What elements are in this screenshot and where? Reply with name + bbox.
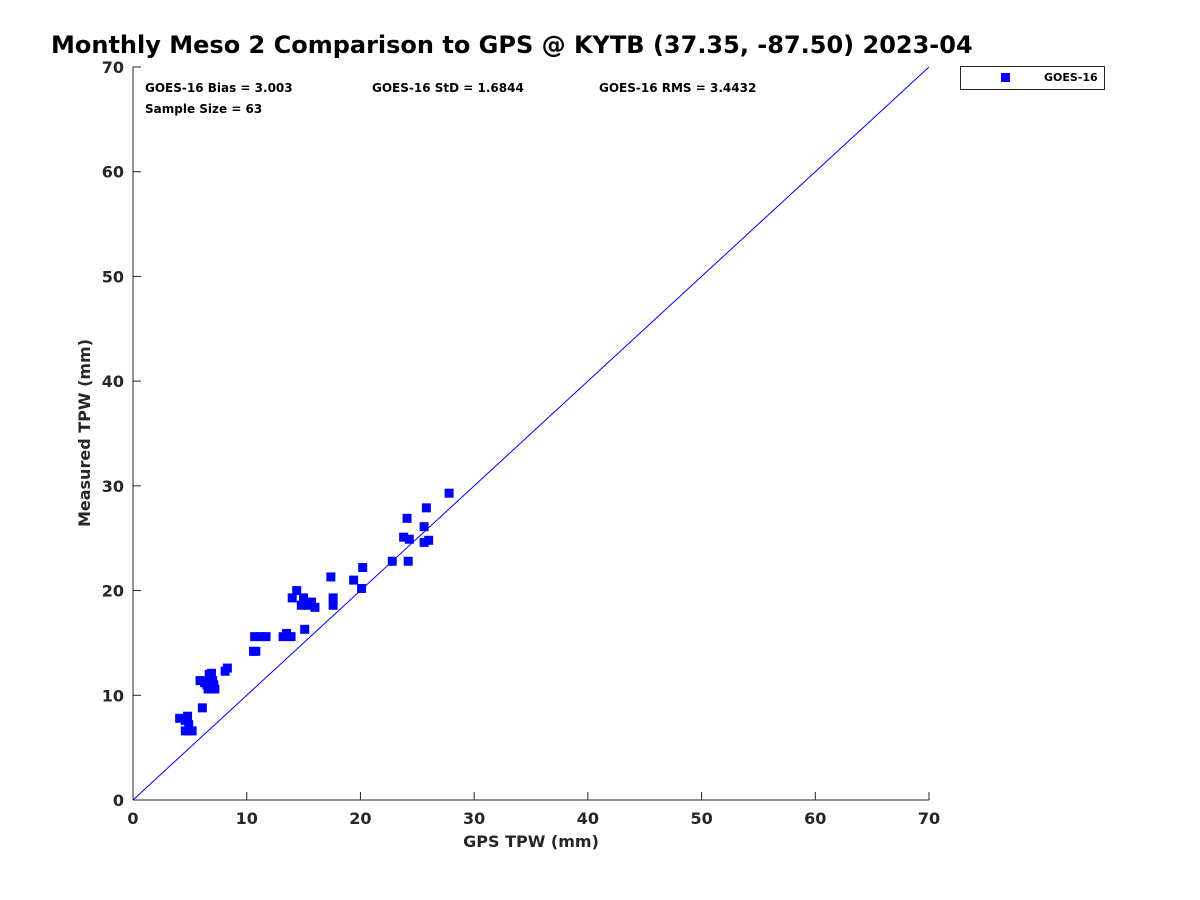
data-point <box>282 629 292 639</box>
sample-size-annotation: Sample Size = 63 <box>145 102 262 116</box>
data-point <box>404 534 414 544</box>
data-point <box>402 513 412 523</box>
data-point <box>299 593 309 603</box>
data-point <box>209 680 219 690</box>
x-tick-label: 10 <box>236 809 258 828</box>
data-point <box>424 535 434 545</box>
y-tick-label: 40 <box>102 372 124 391</box>
data-point <box>328 600 338 610</box>
data-point <box>444 488 454 498</box>
data-point <box>287 593 297 603</box>
one-to-one-line <box>132 66 930 801</box>
data-point <box>328 593 338 603</box>
x-tick-label: 50 <box>690 809 712 828</box>
y-tick-label: 10 <box>102 686 124 705</box>
chart-title: Monthly Meso 2 Comparison to GPS @ KYTB … <box>51 31 973 59</box>
x-tick-label: 0 <box>127 809 138 828</box>
data-point <box>399 532 409 542</box>
data-point <box>387 556 397 566</box>
y-tick-label: 20 <box>102 582 124 601</box>
x-axis-label: GPS TPW (mm) <box>463 832 599 851</box>
data-point <box>195 676 205 686</box>
y-tick-label: 70 <box>102 58 124 77</box>
data-point <box>296 600 306 610</box>
legend-marker <box>1001 73 1010 82</box>
data-point <box>307 597 317 607</box>
y-tick-label: 0 <box>113 791 124 810</box>
data-point <box>419 522 429 532</box>
y-tick-label: 30 <box>102 477 124 496</box>
rms-annotation: GOES-16 RMS = 3.4432 <box>599 81 756 95</box>
data-point <box>255 632 265 642</box>
data-point <box>292 586 302 596</box>
data-point <box>204 669 214 679</box>
x-tick-label: 70 <box>918 809 940 828</box>
data-point <box>419 537 429 547</box>
data-point <box>421 503 431 513</box>
data-point <box>286 632 296 642</box>
data-point <box>261 632 271 642</box>
data-point <box>184 720 194 730</box>
y-axis-label: Measured TPW (mm) <box>75 339 94 527</box>
bias-annotation: GOES-16 Bias = 3.003 <box>145 81 293 95</box>
data-point <box>310 602 320 612</box>
legend-label-goes-16: GOES-16 <box>1044 71 1098 84</box>
axes: 0 10 20 30 40 50 60 70 0 10 20 30 40 50 60 70 <box>102 58 940 828</box>
x-tick-label: 40 <box>577 809 599 828</box>
data-point <box>349 575 359 585</box>
data-point <box>403 556 413 566</box>
y-tick-label: 50 <box>102 267 124 286</box>
data-point <box>250 632 260 642</box>
data-point <box>197 703 207 713</box>
data-point <box>251 646 261 656</box>
data-points <box>175 488 454 736</box>
x-tick-label: 60 <box>804 809 826 828</box>
data-point <box>183 711 193 721</box>
data-point <box>300 624 310 634</box>
legend: GOES-16 <box>960 66 1105 90</box>
x-tick-label: 20 <box>349 809 371 828</box>
data-point <box>357 583 367 593</box>
y-tick-label: 60 <box>102 163 124 182</box>
reference-line-layer <box>132 66 930 801</box>
data-point <box>175 713 185 723</box>
std-annotation: GOES-16 StD = 1.6844 <box>372 81 524 95</box>
data-point <box>326 572 336 582</box>
legend-box <box>960 66 1105 90</box>
data-point <box>187 726 197 736</box>
data-point <box>358 563 368 573</box>
x-tick-label: 30 <box>463 809 485 828</box>
data-point <box>222 663 232 673</box>
